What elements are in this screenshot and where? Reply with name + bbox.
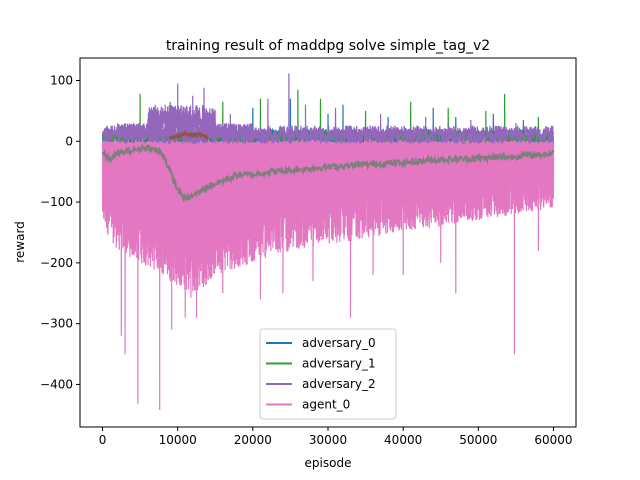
legend-label-agent_0: agent_0 [302, 398, 350, 412]
x-tick-label: 20000 [234, 433, 272, 447]
series-line-brown [169, 130, 209, 141]
y-tick-label: 100 [50, 73, 73, 87]
series-line-agent_0 [101, 138, 555, 411]
x-tick-label: 0 [99, 433, 107, 447]
y-tick-label: −100 [40, 195, 73, 209]
y-tick-label: 0 [65, 134, 73, 148]
x-tick-label: 50000 [459, 433, 497, 447]
series-band-adversary_2 [117, 104, 254, 140]
x-tick-label: 40000 [384, 433, 422, 447]
legend: adversary_0 adversary_1 adversary_2 agent_0 [259, 328, 397, 420]
y-tick-label: −300 [40, 317, 73, 331]
plot-area [101, 73, 555, 411]
x-axis-label: episode [305, 456, 352, 470]
y-axis-label: reward [13, 221, 27, 263]
legend-label-adversary_2: adversary_2 [302, 377, 376, 391]
legend-label-adversary_1: adversary_1 [302, 357, 376, 371]
x-axis: 0 10000 20000 30000 40000 50000 60000 [99, 427, 573, 447]
x-tick-label: 60000 [534, 433, 572, 447]
y-tick-label: −200 [40, 256, 73, 270]
x-tick-label: 30000 [309, 433, 347, 447]
legend-label-adversary_0: adversary_0 [302, 336, 376, 350]
legend-box [259, 328, 397, 420]
chart-title: training result of maddpg solve simple_t… [166, 38, 490, 54]
x-tick-label: 10000 [159, 433, 197, 447]
series-line-gray [101, 142, 555, 204]
y-axis: −400 −300 −200 −100 0 100 [40, 73, 80, 391]
y-tick-label: −400 [40, 377, 73, 391]
